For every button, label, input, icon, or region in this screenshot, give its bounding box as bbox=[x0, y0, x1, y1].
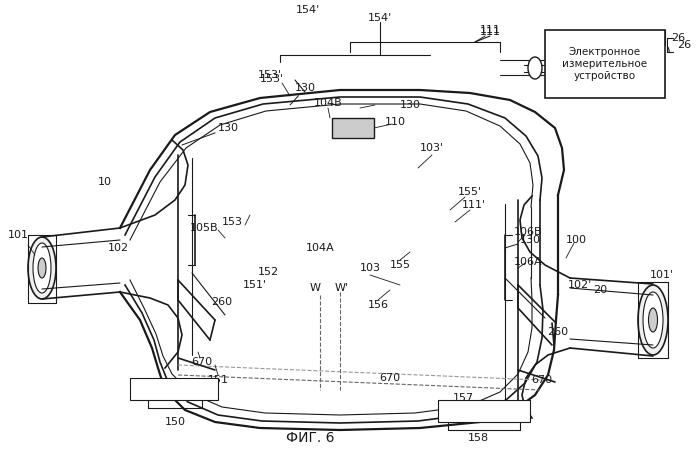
Text: 670: 670 bbox=[379, 373, 400, 383]
Text: 105B: 105B bbox=[190, 223, 218, 233]
Text: 111: 111 bbox=[480, 25, 500, 35]
Text: 106A: 106A bbox=[514, 257, 542, 267]
Text: 153': 153' bbox=[260, 74, 284, 84]
Text: 111: 111 bbox=[480, 27, 500, 37]
Text: 151: 151 bbox=[207, 375, 228, 385]
Text: 153': 153' bbox=[258, 70, 282, 80]
Text: 151': 151' bbox=[243, 280, 267, 290]
Text: 10: 10 bbox=[98, 177, 112, 187]
Text: 260: 260 bbox=[547, 327, 568, 337]
Bar bbox=[438, 400, 530, 422]
Text: 111': 111' bbox=[462, 200, 486, 210]
Text: 156: 156 bbox=[368, 300, 388, 310]
Text: 130: 130 bbox=[290, 83, 316, 105]
Text: 103': 103' bbox=[420, 143, 444, 153]
Text: 150: 150 bbox=[164, 417, 186, 427]
Text: W: W bbox=[309, 283, 321, 293]
Text: 670: 670 bbox=[191, 357, 213, 367]
Text: 101: 101 bbox=[8, 230, 29, 240]
Text: 130: 130 bbox=[182, 123, 239, 145]
Text: 101': 101' bbox=[650, 270, 674, 280]
Text: 130: 130 bbox=[400, 100, 421, 110]
Text: 158: 158 bbox=[468, 433, 489, 443]
Text: 153: 153 bbox=[221, 217, 242, 227]
Text: 154': 154' bbox=[296, 5, 320, 15]
Text: 104B: 104B bbox=[314, 98, 342, 108]
Text: 670: 670 bbox=[531, 375, 552, 385]
Bar bbox=[130, 378, 218, 400]
Text: 26: 26 bbox=[677, 40, 691, 50]
Ellipse shape bbox=[648, 308, 657, 332]
Text: 103: 103 bbox=[360, 263, 381, 273]
Text: 26: 26 bbox=[671, 33, 685, 43]
Ellipse shape bbox=[38, 258, 46, 278]
Text: 154: 154 bbox=[454, 415, 475, 425]
Ellipse shape bbox=[528, 57, 542, 79]
Text: 102: 102 bbox=[107, 243, 129, 253]
Text: 260: 260 bbox=[211, 297, 232, 307]
Text: Электронное
измерительное
устройство: Электронное измерительное устройство bbox=[562, 48, 648, 81]
Text: 154': 154' bbox=[368, 13, 392, 23]
Text: 152: 152 bbox=[258, 267, 279, 277]
Text: 20: 20 bbox=[593, 285, 607, 295]
Text: 104A: 104A bbox=[306, 243, 335, 253]
Text: 106B: 106B bbox=[514, 227, 542, 237]
Bar bbox=[545, 30, 665, 98]
Text: 100: 100 bbox=[566, 235, 587, 245]
Bar bbox=[332, 118, 374, 138]
Ellipse shape bbox=[638, 285, 668, 355]
Ellipse shape bbox=[33, 243, 51, 293]
Ellipse shape bbox=[28, 237, 56, 299]
Text: 102': 102' bbox=[568, 280, 592, 290]
Text: 130: 130 bbox=[505, 235, 541, 248]
Text: W': W' bbox=[335, 283, 349, 293]
Text: 155': 155' bbox=[458, 187, 482, 197]
Text: 157: 157 bbox=[452, 393, 474, 403]
Text: ФИГ. 6: ФИГ. 6 bbox=[286, 431, 335, 445]
Ellipse shape bbox=[643, 292, 663, 348]
Text: 155: 155 bbox=[389, 260, 410, 270]
Text: 110: 110 bbox=[384, 117, 405, 127]
